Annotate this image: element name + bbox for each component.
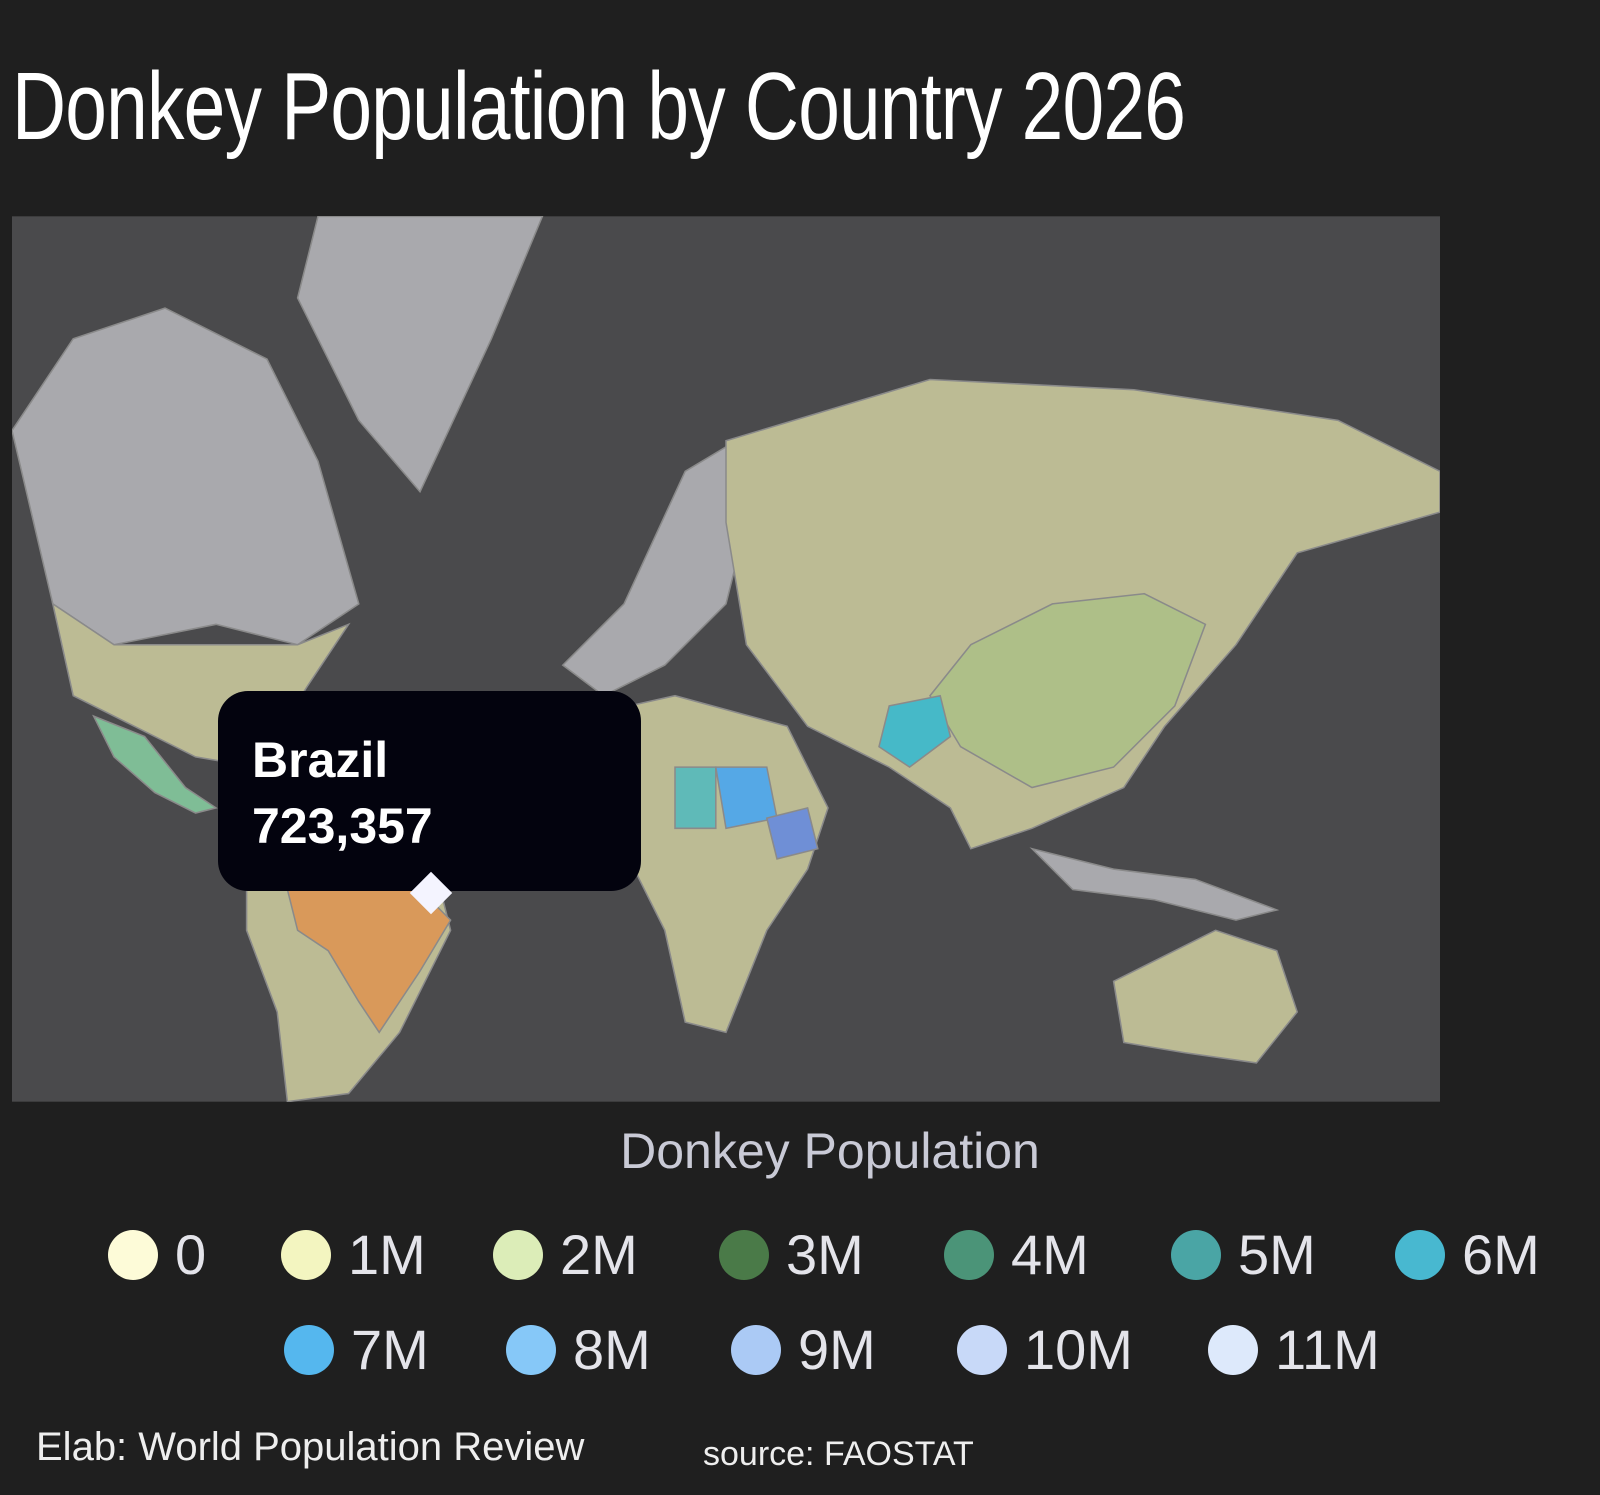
legend-swatch xyxy=(1395,1230,1445,1280)
legend-label: 7M xyxy=(351,1318,429,1381)
legend-swatch xyxy=(281,1230,331,1280)
legend-label: 11M xyxy=(1275,1318,1380,1381)
credit: Elab: World Population Review xyxy=(36,1425,585,1469)
mexico[interactable] xyxy=(92,714,218,814)
tooltip: Brazil 723,357 xyxy=(218,691,641,891)
australia[interactable] xyxy=(1112,929,1299,1064)
legend-swatch xyxy=(1171,1230,1221,1280)
legend-swatch xyxy=(957,1325,1007,1375)
tooltip-country: Brazil xyxy=(252,732,389,788)
legend-label: 5M xyxy=(1238,1223,1316,1286)
ethiopia[interactable] xyxy=(765,806,819,860)
tooltip-value: 723,357 xyxy=(252,798,433,854)
legend-title: Donkey Population xyxy=(620,1123,1040,1179)
legend-label: 2M xyxy=(560,1223,638,1286)
pakistan[interactable] xyxy=(878,694,952,769)
legend-label: 9M xyxy=(798,1318,876,1381)
world-map xyxy=(12,216,1440,1102)
legend-swatch xyxy=(506,1325,556,1375)
legend-label: 10M xyxy=(1024,1318,1133,1381)
legend-swatch xyxy=(1208,1325,1258,1375)
legend-swatch xyxy=(719,1230,769,1280)
legend-label: 8M xyxy=(573,1318,651,1381)
legend-label: 1M xyxy=(348,1223,426,1286)
indonesia[interactable] xyxy=(1029,847,1280,921)
legend-swatch xyxy=(108,1230,158,1280)
legend-swatch xyxy=(944,1230,994,1280)
legend-label: 6M xyxy=(1462,1223,1540,1286)
legend-swatch xyxy=(284,1325,334,1375)
legend-swatch xyxy=(493,1230,543,1280)
legend-label: 3M xyxy=(786,1223,864,1286)
title: Donkey Population by Country 2026 xyxy=(12,53,1186,160)
greenland[interactable] xyxy=(296,216,544,494)
legend-swatch xyxy=(731,1325,781,1375)
legend-label: 0 xyxy=(175,1223,207,1286)
chad[interactable] xyxy=(674,766,717,830)
legend-label: 4M xyxy=(1011,1223,1089,1286)
source: source: FAOSTAT xyxy=(703,1435,974,1473)
